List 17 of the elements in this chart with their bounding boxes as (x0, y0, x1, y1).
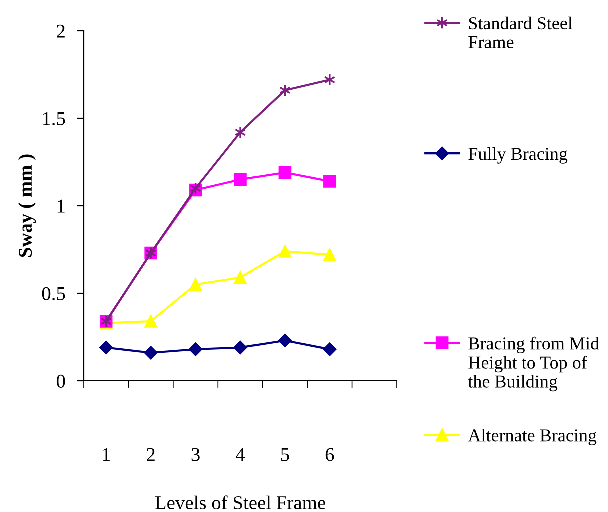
y-tick-label: 0.5 (42, 287, 66, 301)
x-tick-label: 2 (147, 448, 155, 462)
y-tick-label: 0 (56, 374, 66, 388)
y-tick-label: 1 (58, 200, 65, 213)
x-tick-label: 5 (281, 448, 290, 462)
y-tick-label: 1.5 (43, 112, 66, 126)
x-tick-label: 3 (192, 448, 200, 462)
x-tick-label: 1 (103, 448, 110, 462)
legend-label: Alternate Bracing (468, 429, 597, 446)
x-axis-title: Levels of Steel Frame (155, 496, 326, 510)
x-tick-label: 4 (236, 448, 246, 462)
legend-label: Fully Bracing (468, 147, 568, 164)
legend-label: Standard Steel Frame (468, 16, 573, 48)
legend-label: Bracing from Mid Height to Top of the Building (468, 336, 600, 392)
y-axis-title: Sway ( mm ) (18, 154, 36, 258)
y-tick-label: 2 (57, 24, 65, 38)
x-tick-label: 6 (326, 448, 334, 462)
